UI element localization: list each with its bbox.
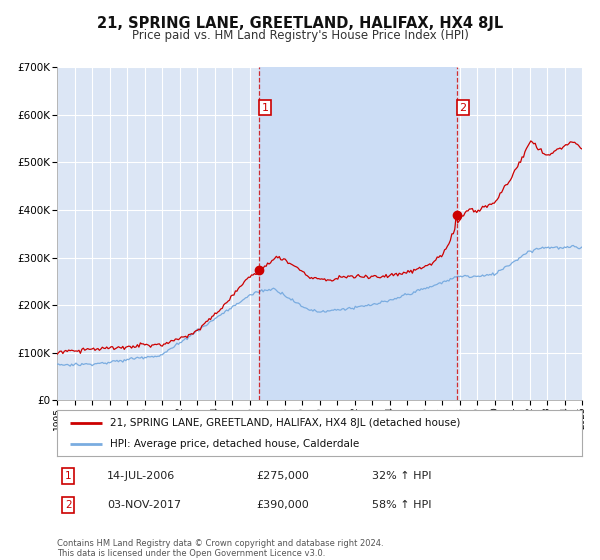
Text: Price paid vs. HM Land Registry's House Price Index (HPI): Price paid vs. HM Land Registry's House … [131,29,469,42]
Text: £390,000: £390,000 [257,500,309,510]
Text: HPI: Average price, detached house, Calderdale: HPI: Average price, detached house, Cald… [110,439,359,449]
Text: 58% ↑ HPI: 58% ↑ HPI [372,500,431,510]
Text: Contains HM Land Registry data © Crown copyright and database right 2024.: Contains HM Land Registry data © Crown c… [57,539,383,548]
Text: This data is licensed under the Open Government Licence v3.0.: This data is licensed under the Open Gov… [57,549,325,558]
Text: 2: 2 [460,102,466,113]
Text: 2: 2 [65,500,71,510]
Text: 14-JUL-2006: 14-JUL-2006 [107,471,175,481]
Text: 1: 1 [65,471,71,481]
Text: 21, SPRING LANE, GREETLAND, HALIFAX, HX4 8JL: 21, SPRING LANE, GREETLAND, HALIFAX, HX4… [97,16,503,31]
Bar [259,67,457,400]
Text: £275,000: £275,000 [257,471,310,481]
Text: 21, SPRING LANE, GREETLAND, HALIFAX, HX4 8JL (detached house): 21, SPRING LANE, GREETLAND, HALIFAX, HX4… [110,418,460,428]
Text: 1: 1 [262,102,269,113]
Text: 32% ↑ HPI: 32% ↑ HPI [372,471,431,481]
Text: 03-NOV-2017: 03-NOV-2017 [107,500,181,510]
